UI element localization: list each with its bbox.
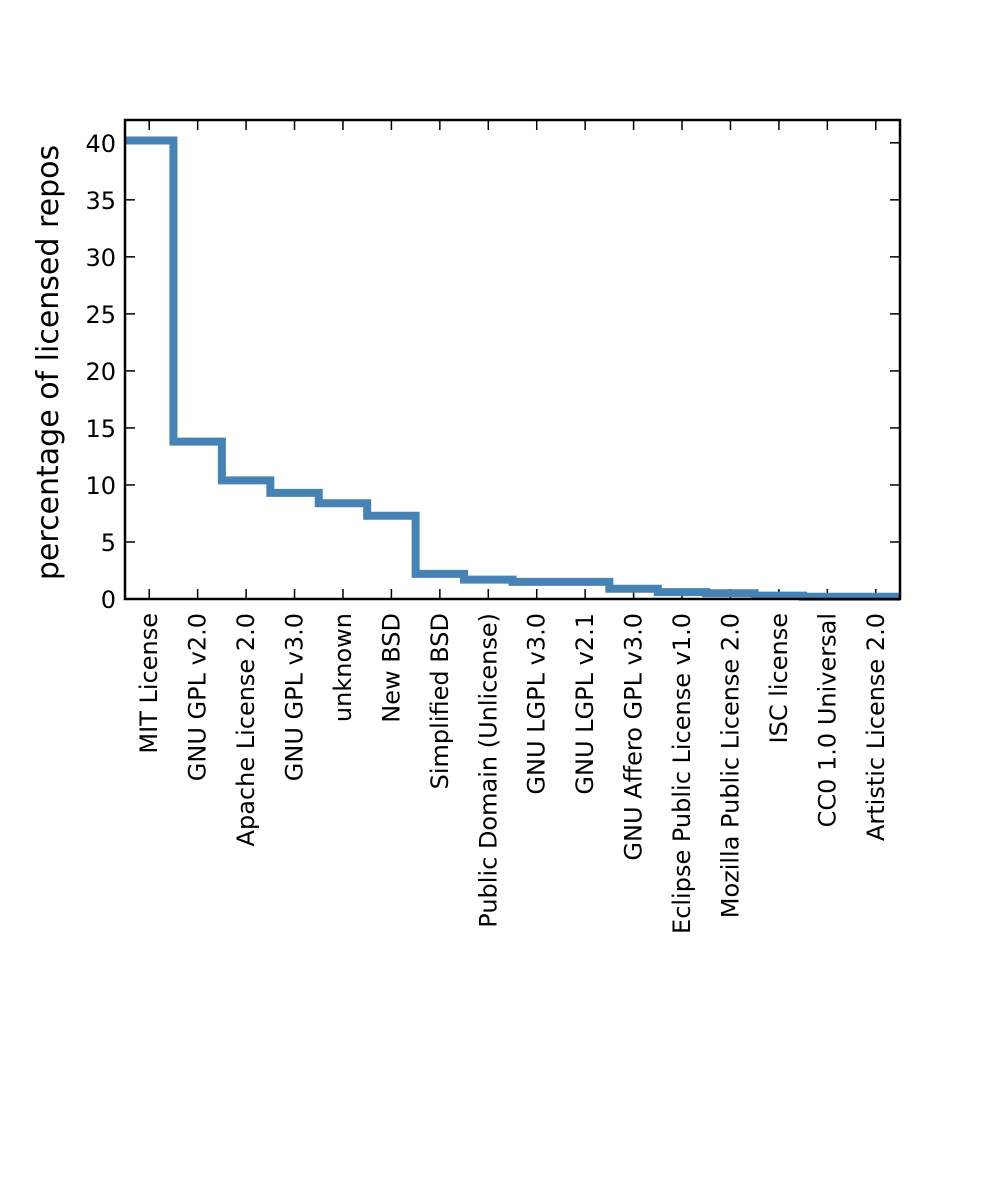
y-tick-label: 20: [85, 358, 116, 386]
y-axis-ticks: 0 5 10 15 20 25 30 35 40: [85, 130, 900, 614]
x-tick-label: GNU Affero GPL v3.0: [620, 613, 648, 861]
x-tick-label: GNU LGPL v3.0: [523, 613, 551, 795]
x-tick-label: GNU LGPL v2.1: [571, 613, 599, 795]
x-tick-label: Apache License 2.0: [232, 613, 260, 846]
step-series-line: [125, 136, 900, 601]
x-tick-label: ISC license: [765, 613, 793, 743]
x-tick-label: GNU GPL v2.0: [184, 613, 212, 781]
plot-frame: [123, 118, 902, 601]
y-tick-label: 15: [85, 415, 116, 443]
x-axis-ticks: MIT License GNU GPL v2.0 Apache License 2.…: [135, 120, 890, 934]
x-tick-label: Artistic License 2.0: [862, 613, 890, 841]
x-tick-label: unknown: [329, 613, 357, 722]
x-tick-label: MIT License: [135, 613, 163, 754]
y-tick-label: 5: [101, 529, 116, 557]
x-tick-label: Simplified BSD: [426, 613, 454, 789]
x-tick-label: CC0 1.0 Universal: [813, 613, 841, 827]
x-tick-label: Mozilla Public License 2.0: [716, 613, 744, 918]
x-tick-label: GNU GPL v3.0: [281, 613, 309, 781]
y-tick-label: 40: [85, 130, 116, 158]
y-tick-label: 25: [85, 301, 116, 329]
y-tick-label: 10: [85, 472, 116, 500]
x-tick-label: Public Domain (Unlicense): [474, 613, 502, 928]
y-axis-label: percentage of licensed repos: [31, 145, 66, 580]
y-tick-label: 30: [85, 244, 116, 272]
x-tick-label: New BSD: [377, 613, 405, 723]
x-tick-label: Eclipse Public License v1.0: [668, 613, 696, 934]
y-tick-label: 0: [101, 586, 116, 614]
y-tick-label: 35: [85, 187, 116, 215]
